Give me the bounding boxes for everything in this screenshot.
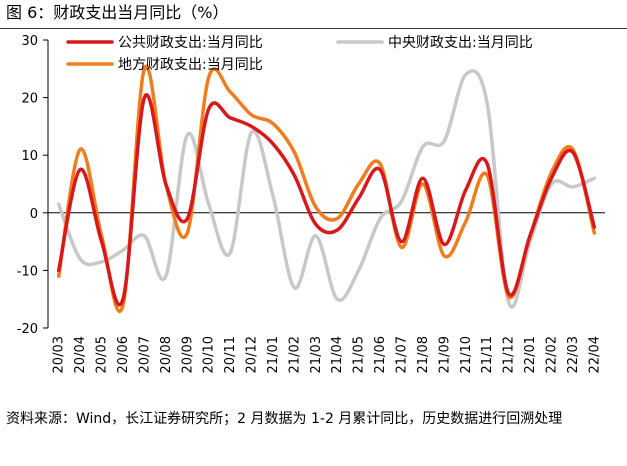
x-tick-label: 22/04 bbox=[587, 336, 602, 373]
x-tick-label: 20/09 bbox=[180, 336, 195, 373]
x-tick-label: 22/02 bbox=[544, 336, 559, 373]
public-expenditure-line bbox=[56, 93, 597, 307]
y-tick-label: 20 bbox=[21, 92, 38, 107]
figure-title: 图 6：财政支出当月同比（%） bbox=[6, 3, 229, 22]
x-tick-label: 20/12 bbox=[245, 336, 260, 373]
x-tick-label: 21/07 bbox=[394, 336, 409, 373]
x-tick-label: 21/12 bbox=[502, 336, 517, 373]
y-tick-label: 0 bbox=[30, 207, 38, 222]
x-tick-label: 22/03 bbox=[566, 336, 581, 373]
x-tick-label: 20/08 bbox=[159, 336, 174, 373]
legend-public-expenditure: 公共财政支出:当月同比 bbox=[66, 35, 263, 51]
local-expenditure-line bbox=[56, 64, 597, 314]
x-tick-label: 21/01 bbox=[266, 336, 281, 373]
source-note: 资料来源：Wind，长江证券研究所；2 月数据为 1-2 月累计同比，历史数据进… bbox=[6, 411, 563, 427]
x-tick-label: 20/07 bbox=[137, 336, 152, 373]
legend-label: 公共财政支出:当月同比 bbox=[118, 35, 263, 51]
x-tick-label: 21/10 bbox=[459, 336, 474, 373]
x-tick-label: 21/03 bbox=[309, 336, 324, 373]
chart-series-layer bbox=[56, 64, 597, 314]
legend-label: 中央财政支出:当月同比 bbox=[388, 35, 533, 51]
x-tick-label: 21/05 bbox=[352, 336, 367, 373]
x-tick-label: 20/10 bbox=[202, 336, 217, 373]
legend-label: 地方财政支出:当月同比 bbox=[118, 57, 263, 73]
x-tick-label: 20/06 bbox=[116, 336, 131, 373]
y-tick-label: 30 bbox=[21, 34, 38, 49]
x-tick-label: 21/09 bbox=[437, 336, 452, 373]
title-divider bbox=[0, 28, 627, 29]
x-tick-label: 21/06 bbox=[373, 336, 388, 373]
chart-axes: -20 -10 0 10 20 30 20/03 20/04 20/05 20/06 20/07 20… bbox=[17, 34, 605, 373]
legend-local-expenditure: 地方财政支出:当月同比 bbox=[66, 57, 263, 73]
x-tick-label: 20/03 bbox=[52, 336, 67, 373]
x-tick-label: 20/04 bbox=[73, 336, 88, 373]
x-tick-label: 21/08 bbox=[416, 336, 431, 373]
y-tick-label: 10 bbox=[21, 149, 38, 164]
x-tick-label: 21/02 bbox=[287, 336, 302, 373]
x-tick-label: 21/11 bbox=[480, 336, 495, 373]
legend-central-expenditure: 中央财政支出:当月同比 bbox=[336, 35, 533, 51]
x-tick-label: 20/11 bbox=[223, 336, 238, 373]
line-chart: -20 -10 0 10 20 30 20/03 20/04 20/05 20/06 20/07 20… bbox=[17, 34, 605, 373]
y-tick-label: -20 bbox=[17, 322, 38, 337]
x-tick-label: 22/01 bbox=[523, 336, 538, 373]
x-tick-label: 20/05 bbox=[95, 336, 110, 373]
y-tick-label: -10 bbox=[17, 264, 38, 279]
x-tick-label: 21/04 bbox=[330, 336, 345, 373]
